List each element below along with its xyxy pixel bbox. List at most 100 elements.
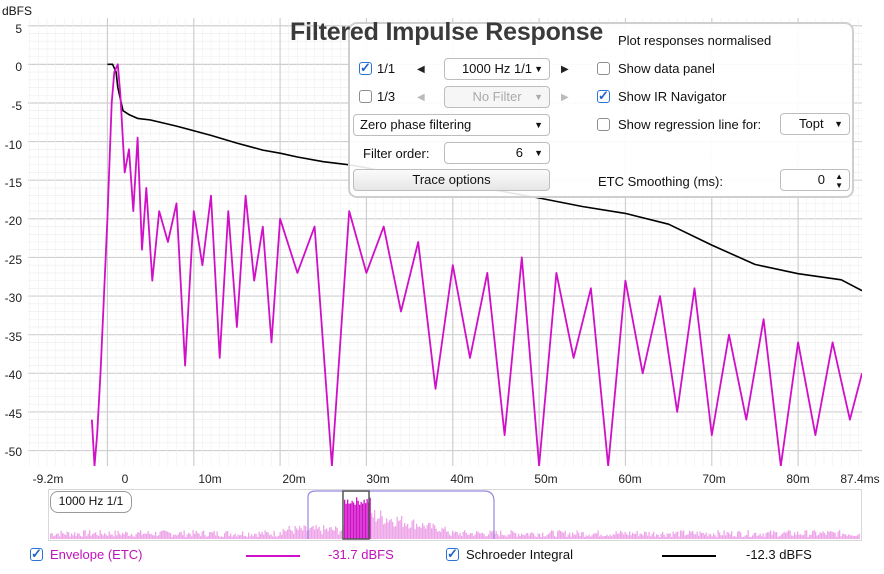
- regression-value: Topt: [799, 116, 824, 131]
- show-data-panel-checkbox[interactable]: [597, 62, 610, 75]
- navigator-envelope-bar: [743, 536, 745, 539]
- navigator-envelope-bar: [840, 536, 842, 539]
- navigator-envelope-bar: [480, 533, 482, 539]
- navigator-envelope-bar: [104, 533, 106, 539]
- navigator-envelope-bar: [852, 535, 854, 539]
- navigator-envelope-bar: [821, 533, 823, 539]
- navigator-envelope-bar: [752, 535, 754, 539]
- regression-dropdown[interactable]: Topt ▼: [780, 113, 850, 135]
- show-ir-navigator-checkbox[interactable]: [597, 88, 610, 104]
- third-octave-dropdown[interactable]: No Filter ▼: [444, 86, 550, 108]
- filter-band-dropdown[interactable]: 1000 Hz 1/1 ▼: [444, 58, 550, 80]
- navigator-envelope-bar: [125, 531, 127, 539]
- next-filter-arrow-icon[interactable]: ▶: [561, 64, 569, 75]
- navigator-envelope-bar: [527, 533, 529, 539]
- navigator-envelope-bar: [156, 536, 158, 539]
- octave-1-1-checkbox[interactable]: [359, 60, 372, 76]
- navigator-envelope-bar: [240, 534, 242, 539]
- chevron-down-icon: ▼: [834, 119, 843, 129]
- navigator-envelope-bar: [800, 534, 802, 539]
- navigator-envelope-bar: [489, 530, 491, 539]
- navigator-envelope-bar: [627, 535, 629, 539]
- navigator-envelope-bar: [794, 532, 796, 539]
- prev-third-arrow-icon[interactable]: ◀: [417, 92, 425, 103]
- envelope-value: -31.7 dBFS: [328, 547, 394, 562]
- prev-filter-arrow-icon[interactable]: ◀: [417, 64, 425, 75]
- envelope-etc-line: [91, 63, 862, 466]
- navigator-envelope-bar: [501, 534, 503, 539]
- navigator-envelope-bar: [564, 530, 566, 539]
- navigator-envelope-bar: [639, 533, 641, 539]
- navigator-envelope-bar: [486, 536, 488, 539]
- navigator-envelope-bar: [290, 529, 292, 539]
- navigator-envelope-bar: [585, 535, 587, 539]
- navigator-envelope-bar: [135, 534, 137, 539]
- navigator-envelope-bar: [96, 535, 98, 539]
- navigator-envelope-bar: [167, 531, 169, 539]
- navigator-envelope-bar: [60, 530, 62, 539]
- third-octave-checkbox[interactable]: [359, 90, 372, 103]
- navigator-envelope-bar: [234, 533, 236, 539]
- navigator-envelope-bar: [594, 533, 596, 539]
- navigator-envelope-bar: [201, 531, 203, 539]
- show-regression-checkbox[interactable]: [597, 118, 610, 131]
- navigator-envelope-bar: [687, 534, 689, 539]
- navigator-envelope-bar: [72, 535, 74, 539]
- navigator-envelope-bar: [414, 529, 416, 539]
- navigator-envelope-bar: [92, 534, 94, 539]
- next-third-arrow-icon[interactable]: ▶: [561, 92, 569, 103]
- navigator-envelope-bar: [87, 533, 89, 539]
- navigator-envelope-bar: [845, 534, 847, 539]
- x-tick-label: 60m: [618, 472, 642, 486]
- y-axis-unit: dBFS: [2, 4, 33, 18]
- navigator-envelope-bar: [545, 536, 547, 539]
- navigator-envelope-bar: [645, 532, 647, 539]
- ir-navigator[interactable]: [48, 489, 862, 541]
- navigator-envelope-bar: [485, 536, 487, 539]
- navigator-envelope-bar: [554, 535, 556, 539]
- navigator-envelope-bar: [333, 530, 335, 539]
- navigator-envelope-bar: [155, 531, 157, 539]
- navigator-envelope-bar: [270, 534, 272, 539]
- navigator-envelope-bar: [198, 533, 200, 539]
- x-tick-label: 87.4ms: [840, 472, 880, 486]
- navigator-envelope-bar: [779, 536, 781, 539]
- navigator-envelope-bar: [90, 535, 92, 539]
- navigator-envelope-bar: [248, 532, 250, 539]
- navigator-envelope-bar: [830, 531, 832, 539]
- stepper-arrows-icon[interactable]: ▲ ▼: [835, 172, 843, 190]
- navigator-envelope-bar: [665, 536, 667, 539]
- filter-order-dropdown[interactable]: 6 ▼: [444, 142, 550, 164]
- navigator-envelope-bar: [572, 532, 574, 539]
- etc-smoothing-stepper[interactable]: 0 ▲ ▼: [780, 169, 850, 191]
- envelope-checkbox[interactable]: [30, 546, 43, 562]
- navigator-envelope-bar: [309, 527, 311, 539]
- navigator-envelope-bar: [528, 535, 530, 539]
- navigator-envelope-bar: [335, 526, 337, 539]
- navigator-envelope-bar: [110, 534, 112, 539]
- navigator-envelope-bar: [105, 534, 107, 539]
- navigator-envelope-bar: [825, 534, 827, 539]
- navigator-envelope-bar: [669, 533, 671, 539]
- navigator-envelope-bar: [582, 532, 584, 539]
- navigator-envelope-bar: [164, 530, 166, 539]
- navigator-envelope-bar: [122, 532, 124, 539]
- navigator-envelope-bar: [132, 536, 134, 539]
- x-tick-label: 30m: [366, 472, 390, 486]
- y-tick-label: 0: [15, 60, 22, 74]
- navigator-envelope-bar: [612, 534, 614, 539]
- schroeder-checkbox[interactable]: [446, 546, 459, 562]
- trace-options-button[interactable]: Trace options: [353, 169, 550, 191]
- navigator-envelope-bar: [795, 534, 797, 539]
- navigator-envelope-bar: [134, 536, 136, 539]
- filtering-mode-dropdown[interactable]: Zero phase filtering ▼: [353, 114, 550, 136]
- navigator-envelope-bar: [701, 532, 703, 539]
- navigator-envelope-bar: [689, 530, 691, 539]
- navigator-envelope-bar: [143, 533, 145, 539]
- navigator-envelope-bar: [455, 531, 457, 539]
- navigator-envelope-bar: [381, 516, 383, 539]
- navigator-envelope-bar: [209, 532, 211, 539]
- navigator-envelope-bar: [549, 532, 551, 539]
- navigator-envelope-bar: [353, 502, 355, 539]
- navigator-envelope-bar: [438, 530, 440, 539]
